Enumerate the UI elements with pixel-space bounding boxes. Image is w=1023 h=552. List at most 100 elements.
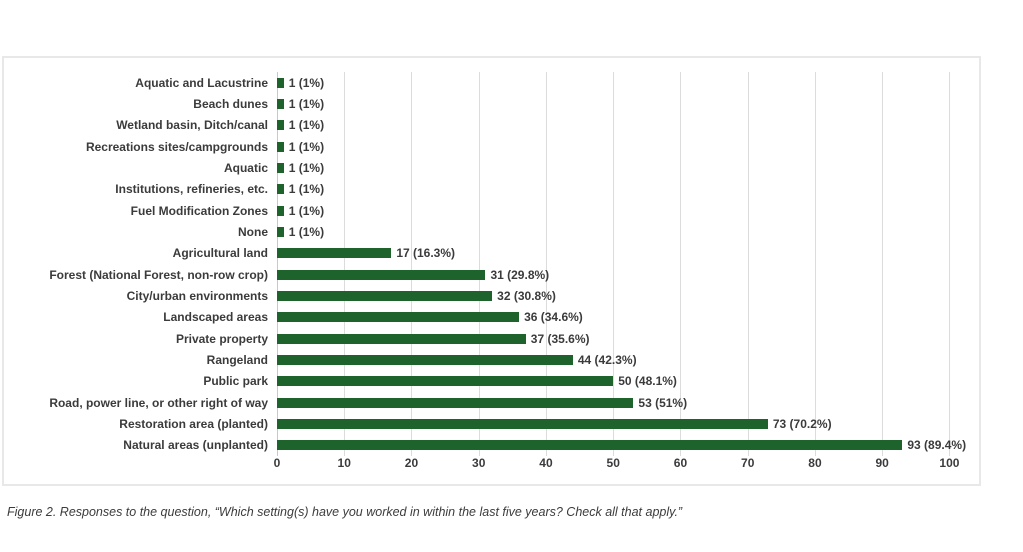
value-label: 44 (42.3%)	[577, 352, 637, 367]
bar-track: 1 (1%)	[277, 200, 975, 221]
bar	[277, 77, 284, 88]
value-label: 1 (1%)	[288, 75, 325, 90]
bar	[277, 290, 493, 301]
x-tick-label: 20	[404, 456, 419, 470]
value-label: 17 (16.3%)	[396, 246, 456, 261]
category-label: Fuel Modification Zones	[130, 203, 268, 218]
bar-track: 73 (70.2%)	[277, 413, 975, 434]
bar	[277, 205, 284, 216]
x-tick-label: 90	[875, 456, 889, 470]
bar-track: 37 (35.6%)	[277, 328, 975, 349]
bar-track: 93 (89.4%)	[277, 435, 975, 456]
bar	[277, 226, 284, 237]
bar-row: Private property 37 (35.6%)	[4, 328, 975, 349]
value-label: 53 (51%)	[638, 395, 688, 410]
bar	[277, 397, 634, 408]
value-label: 93 (89.4%)	[907, 438, 967, 453]
gridline	[747, 72, 749, 456]
bar-row: Aquatic and Lacustrine 1 (1%)	[4, 72, 975, 93]
category-label: Institutions, refineries, etc.	[115, 182, 268, 197]
x-tick-label: 100	[939, 456, 960, 470]
bar-track: 1 (1%)	[277, 72, 975, 93]
value-label: 1 (1%)	[288, 118, 325, 133]
plot-area: Aquatic and Lacustrine 1 (1%) Beach dunes 1…	[4, 58, 979, 484]
gridline	[545, 72, 547, 456]
value-label: 1 (1%)	[288, 224, 325, 239]
bar	[277, 418, 768, 429]
bar-row: Road, power line, or other right of way 5…	[4, 392, 975, 413]
bar-row: Restoration area (planted) 73 (70.2%)	[4, 413, 975, 434]
bar-track: 32 (30.8%)	[277, 285, 975, 306]
bar	[277, 440, 903, 451]
bar	[277, 98, 284, 109]
bar-track: 1 (1%)	[277, 157, 975, 178]
bar-row: Landscaped areas 36 (34.6%)	[4, 307, 975, 328]
category-label: Public park	[203, 374, 268, 389]
x-tick-label: 60	[673, 456, 688, 470]
bar	[277, 376, 614, 387]
value-label: 73 (70.2%)	[772, 416, 832, 431]
bar	[277, 269, 486, 280]
gridline	[882, 72, 884, 456]
bar	[277, 248, 392, 259]
category-label: Aquatic and Lacustrine	[135, 75, 268, 90]
bar-track: 1 (1%)	[277, 221, 975, 242]
bar-row: Rangeland 44 (42.3%)	[4, 349, 975, 370]
bar-row: Fuel Modification Zones 1 (1%)	[4, 200, 975, 221]
bar	[277, 312, 520, 323]
bar-row: Wetland basin, Ditch/canal 1 (1%)	[4, 115, 975, 136]
category-label: Road, power line, or other right of way	[49, 395, 268, 410]
bar-track: 1 (1%)	[277, 93, 975, 114]
x-tick-label: 80	[808, 456, 822, 470]
x-gridlines	[277, 72, 975, 456]
bar-track: 1 (1%)	[277, 179, 975, 200]
value-label: 1 (1%)	[288, 182, 325, 197]
x-tick-label: 50	[606, 456, 620, 470]
bar-track: 31 (29.8%)	[277, 264, 975, 285]
category-label: Rangeland	[206, 352, 268, 367]
bar-row: Natural areas (unplanted) 93 (89.4%)	[4, 435, 975, 456]
x-tick-label: 40	[539, 456, 553, 470]
bar-row: Forest (National Forest, non-row crop) 31…	[4, 264, 975, 285]
x-tick-label: 10	[337, 456, 351, 470]
x-tick-label: 70	[741, 456, 755, 470]
bar-rows: Aquatic and Lacustrine 1 (1%) Beach dunes 1…	[4, 72, 975, 456]
category-label: None	[238, 224, 268, 239]
category-label: Restoration area (planted)	[119, 416, 268, 431]
gridline	[680, 72, 682, 456]
value-label: 37 (35.6%)	[530, 331, 590, 346]
category-label: Landscaped areas	[163, 310, 268, 325]
bar-track: 1 (1%)	[277, 115, 975, 136]
bar-track: 1 (1%)	[277, 136, 975, 157]
bar-track: 44 (42.3%)	[277, 349, 975, 370]
bar-row: None 1 (1%)	[4, 221, 975, 242]
category-label: Wetland basin, Ditch/canal	[116, 118, 268, 133]
bar-row: Beach dunes 1 (1%)	[4, 93, 975, 114]
bar-row: Agricultural land 17 (16.3%)	[4, 243, 975, 264]
category-label: City/urban environments	[126, 288, 268, 303]
gridline	[613, 72, 615, 456]
gridline	[478, 72, 480, 456]
value-label: 1 (1%)	[288, 96, 325, 111]
x-tick-label: 30	[472, 456, 486, 470]
x-tick-label: 0	[273, 456, 281, 470]
gridline	[949, 72, 951, 456]
gridline	[411, 72, 413, 456]
x-axis-tick-labels: 0 10 20 30 40 50 60 70 80 90 100	[273, 456, 975, 473]
category-label: Agricultural land	[172, 246, 268, 261]
bar	[277, 184, 284, 195]
category-label: Private property	[175, 331, 268, 346]
bar-track: 53 (51%)	[277, 392, 975, 413]
bar	[277, 354, 573, 365]
value-label: 1 (1%)	[288, 160, 325, 175]
figure-2-bar-chart: Aquatic and Lacustrine 1 (1%) Beach dunes 1…	[2, 56, 981, 486]
bar-row: Aquatic 1 (1%)	[4, 157, 975, 178]
bar-track: 36 (34.6%)	[277, 307, 975, 328]
value-label: 50 (48.1%)	[618, 374, 677, 389]
category-label: Recreations sites/campgrounds	[85, 139, 268, 154]
bar-row: City/urban environments 32 (30.8%)	[4, 285, 975, 306]
bar-row: Institutions, refineries, etc. 1 (1%)	[4, 179, 975, 200]
value-label: 1 (1%)	[288, 203, 325, 218]
bar	[277, 120, 284, 131]
category-label: Forest (National Forest, non-row crop)	[49, 267, 268, 282]
